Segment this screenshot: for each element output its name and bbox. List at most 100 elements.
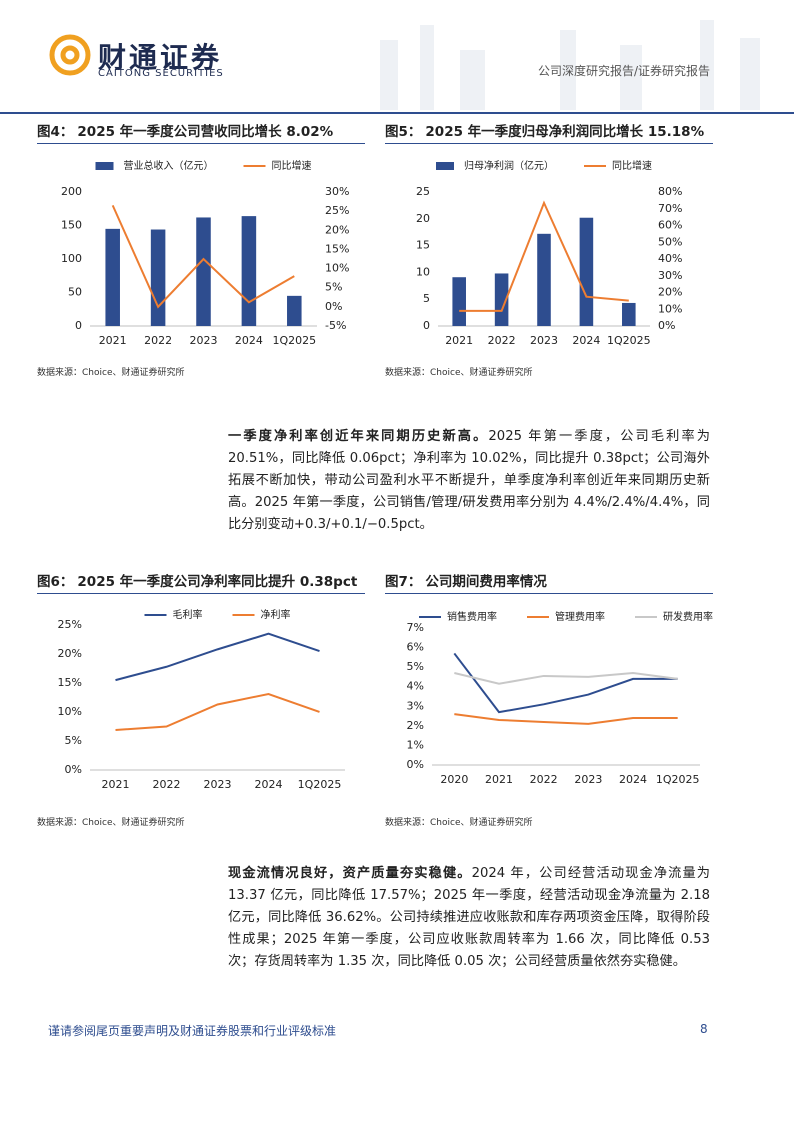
x-tick-label: 2021 <box>99 334 127 347</box>
y-tick-label: 100 <box>61 252 82 265</box>
chart: 0 50 100 150 200 -5% 0% 5% 10% 15% 20% 25% 30% 2021 20… <box>61 159 349 347</box>
legend-label: 同比增速 <box>272 159 312 172</box>
y-tick-label: 5 <box>423 292 430 305</box>
chart-title: 公司期间费用率情况 <box>425 574 547 590</box>
y-tick-label: 0% <box>407 758 424 771</box>
bar <box>196 217 211 326</box>
x-tick-label: 2022 <box>144 334 172 347</box>
source: 数据来源：Choice、财通证券研究所 <box>37 368 185 378</box>
y-tick-label: 200 <box>61 185 82 198</box>
bar <box>579 217 594 326</box>
bar <box>494 273 509 326</box>
footer-disclaimer: 谨请参阅尾页重要声明及财通证券股票和行业评级标准 <box>48 1024 337 1038</box>
legend-swatch <box>436 162 454 170</box>
figure-title: 图7： 公司期间费用率情况 <box>385 570 713 594</box>
y-tick-label: 5% <box>65 734 82 747</box>
legend-label: 同比增速 <box>612 159 652 172</box>
y2-tick-label: 20% <box>325 223 349 236</box>
header-art <box>0 20 794 114</box>
y-tick-label: 0% <box>65 763 82 776</box>
source: 数据来源：Choice、财通证券研究所 <box>385 368 533 378</box>
y-tick-label: 0 <box>75 319 82 332</box>
x-tick-label: 2022 <box>153 778 181 791</box>
x-tick-label: 2024 <box>255 778 283 791</box>
para-text: 2025 年第一季度，公司毛利率为 20.51%，同比降低 0.06pct；净利… <box>228 429 710 532</box>
bar <box>150 229 166 326</box>
y-tick-label: 5% <box>407 660 424 673</box>
x-tick-label: 2022 <box>530 773 558 786</box>
y2-tick-label: 40% <box>658 252 682 265</box>
y2-tick-label: 0% <box>658 319 675 332</box>
y2-tick-label: 5% <box>325 281 342 294</box>
x-tick-label: 1Q2025 <box>298 778 342 791</box>
x-tick-label: 1Q2025 <box>607 334 651 347</box>
y2-tick-label: 80% <box>658 185 682 198</box>
line <box>454 672 678 685</box>
x-tick-label: 2024 <box>619 773 647 786</box>
y-tick-label: 2% <box>407 719 424 732</box>
bar <box>241 216 257 326</box>
figure-number: 图5： <box>385 124 422 140</box>
y2-tick-label: 0% <box>325 300 342 313</box>
figure-number: 图7： <box>385 574 422 590</box>
y-tick-label: 50 <box>68 286 82 299</box>
line <box>115 632 320 682</box>
y2-tick-label: 70% <box>658 202 682 215</box>
y-tick-label: 150 <box>61 219 82 232</box>
chart-title: 2025 年一季度归母净利润同比增长 15.18% <box>425 124 705 140</box>
x-tick-label: 2023 <box>190 334 218 347</box>
paragraph: 一季度净利率创近年来同期历史新高。2025 年第一季度，公司毛利率为 20.51… <box>228 426 710 536</box>
source: 数据来源：Choice、财通证券研究所 <box>37 818 185 828</box>
x-tick-label: 2022 <box>488 334 516 347</box>
chart-title: 2025 年一季度公司营收同比增长 8.02% <box>77 124 334 140</box>
figure-title: 图5： 2025 年一季度归母净利润同比增长 15.18% <box>385 120 713 144</box>
figure-number: 图4： <box>37 124 74 140</box>
para-lead: 一季度净利率创近年来同期历史新高。 <box>228 429 489 444</box>
y2-tick-label: -5% <box>325 319 346 332</box>
figure-title: 图6： 2025 年一季度公司净利率同比提升 0.38pct <box>37 570 365 594</box>
x-tick-label: 1Q2025 <box>656 773 700 786</box>
legend-label: 研发费用率 <box>663 610 713 623</box>
bar <box>537 233 551 326</box>
x-tick-label: 2024 <box>235 334 263 347</box>
line <box>454 713 678 725</box>
x-tick-label: 2021 <box>102 778 130 791</box>
source: 数据来源：Choice、财通证券研究所 <box>385 818 533 828</box>
y2-tick-label: 60% <box>658 219 682 232</box>
legend-label: 净利率 <box>261 608 291 621</box>
y2-tick-label: 20% <box>658 286 682 299</box>
bar <box>287 295 302 326</box>
logo-cn: 财通证券 <box>98 41 223 74</box>
para-text: 2024 年，公司经营活动现金净流量为 13.37 亿元，同比降低 17.57%… <box>228 866 710 969</box>
figure-number: 图6： <box>37 574 74 590</box>
y-tick-label: 15 <box>416 239 430 252</box>
paragraph: 现金流情况良好，资产质量夯实稳健。2024 年，公司经营活动现金净流量为 13.… <box>228 863 710 973</box>
y2-tick-label: 10% <box>658 302 682 315</box>
y2-tick-label: 30% <box>325 185 349 198</box>
chart-title: 2025 年一季度公司净利率同比提升 0.38pct <box>77 574 358 590</box>
chart: 0% 5% 10% 15% 20% 25% 2021 2022 2023 2024 1Q2025 毛利… <box>58 608 345 791</box>
y-tick-label: 10 <box>416 265 430 278</box>
x-tick-label: 2021 <box>485 773 513 786</box>
y-tick-label: 1% <box>407 738 424 751</box>
report-type: 公司深度研究报告/证券研究报告 <box>537 64 710 78</box>
bar <box>105 228 120 326</box>
y-tick-label: 10% <box>58 705 82 718</box>
line <box>453 652 678 714</box>
y-tick-label: 20 <box>416 212 430 225</box>
legend-swatch <box>95 162 114 170</box>
x-tick-label: 1Q2025 <box>272 334 316 347</box>
figure-title: 图4： 2025 年一季度公司营收同比增长 8.02% <box>37 120 365 144</box>
line <box>115 692 320 731</box>
y2-tick-label: 30% <box>658 269 682 282</box>
x-tick-label: 2023 <box>204 778 232 791</box>
para-lead: 现金流情况良好，资产质量夯实稳健。 <box>228 866 472 881</box>
y2-tick-label: 50% <box>658 235 682 248</box>
line <box>111 204 295 309</box>
bar <box>622 302 636 326</box>
legend-label: 营业总收入（亿元） <box>124 159 214 172</box>
page-number: 8 <box>700 1022 708 1036</box>
legend-label: 毛利率 <box>173 608 203 621</box>
chart: 0% 1% 2% 3% 4% 5% 6% 7% 2020 2021 2022 2023 2024 1Q20… <box>407 610 713 786</box>
y-tick-label: 0 <box>423 319 430 332</box>
